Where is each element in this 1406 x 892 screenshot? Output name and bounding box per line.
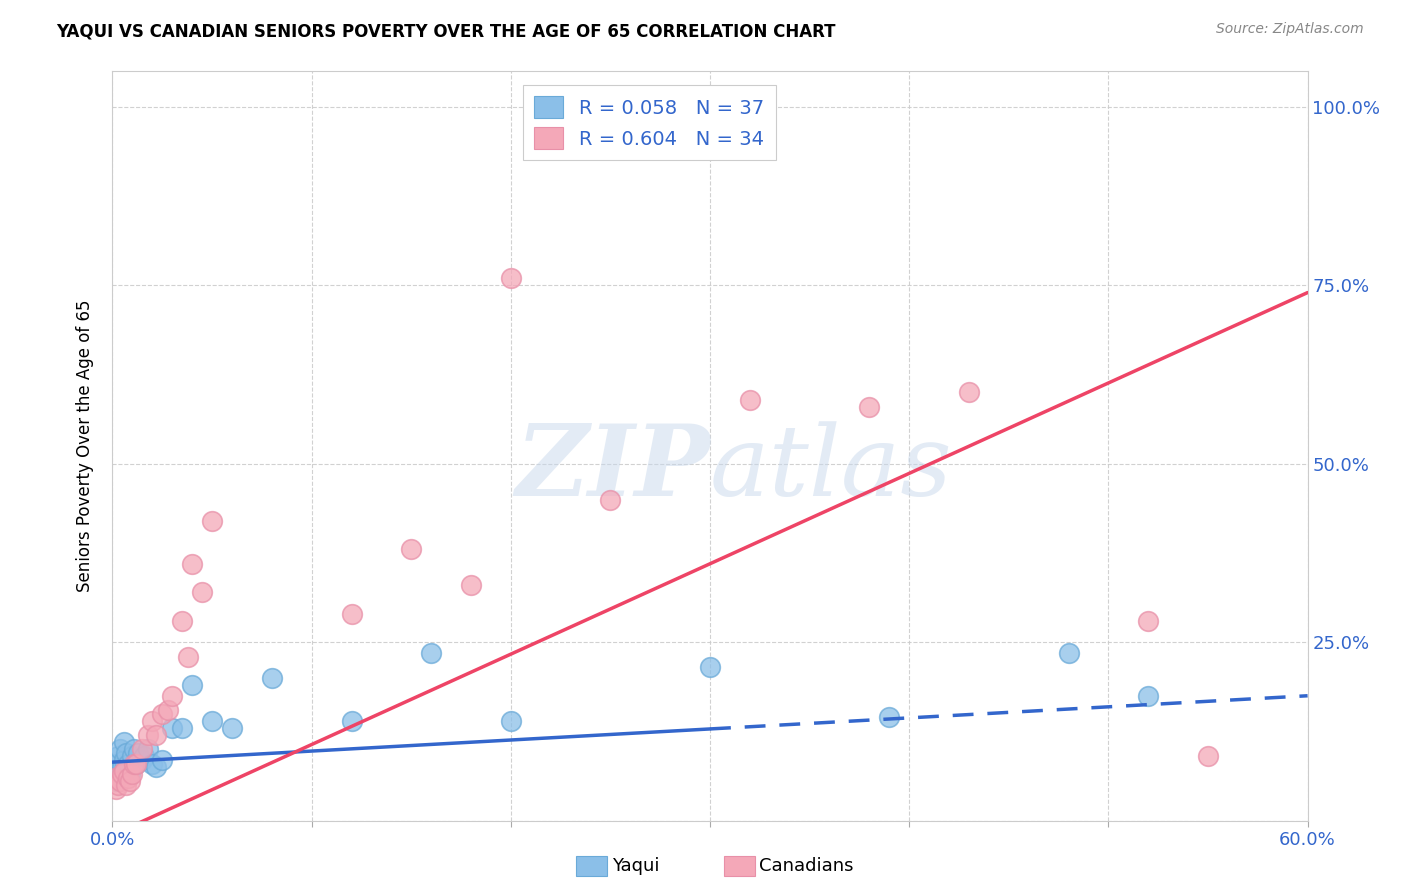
Point <box>125 756 148 771</box>
Point <box>340 607 363 621</box>
Point <box>121 767 143 781</box>
Point <box>141 756 163 771</box>
Point <box>858 400 880 414</box>
Point <box>107 778 129 792</box>
Point <box>138 728 160 742</box>
Point <box>157 703 180 717</box>
Point <box>1057 646 1080 660</box>
Point <box>499 271 522 285</box>
Point <box>124 742 146 756</box>
Point <box>103 771 125 785</box>
Point <box>201 714 224 728</box>
Point <box>191 585 214 599</box>
Point <box>105 781 128 796</box>
Point <box>738 392 761 407</box>
Point <box>879 710 901 724</box>
Point <box>105 756 128 771</box>
Y-axis label: Seniors Poverty Over the Age of 65: Seniors Poverty Over the Age of 65 <box>76 300 94 592</box>
Point <box>150 706 173 721</box>
Point <box>111 760 134 774</box>
Point <box>699 660 721 674</box>
Point <box>181 678 204 692</box>
Point <box>138 742 160 756</box>
Point <box>1137 614 1160 628</box>
Point <box>460 578 482 592</box>
Point <box>124 756 146 771</box>
Point <box>599 492 621 507</box>
Point <box>120 774 142 789</box>
Point <box>115 778 138 792</box>
Point <box>221 721 243 735</box>
Point <box>957 385 980 400</box>
Point <box>121 749 143 764</box>
Point <box>117 771 139 785</box>
Point <box>145 760 167 774</box>
Text: ZIP: ZIP <box>515 420 710 516</box>
Point <box>103 771 125 785</box>
Point <box>134 749 156 764</box>
Point <box>499 714 522 728</box>
Text: Source: ZipAtlas.com: Source: ZipAtlas.com <box>1216 22 1364 37</box>
Point <box>110 774 132 789</box>
Point <box>401 542 423 557</box>
Point <box>172 721 194 735</box>
Point <box>145 728 167 742</box>
Point <box>201 514 224 528</box>
Point <box>117 756 139 771</box>
Point <box>110 767 132 781</box>
Point <box>115 764 138 778</box>
Point <box>114 764 135 778</box>
Point <box>150 753 173 767</box>
Point <box>162 689 183 703</box>
Point <box>420 646 443 660</box>
Point <box>177 649 200 664</box>
Text: Yaqui: Yaqui <box>612 857 659 875</box>
Point <box>107 764 129 778</box>
Point <box>1197 749 1219 764</box>
Point <box>141 714 163 728</box>
Point <box>127 746 149 760</box>
Point <box>107 749 129 764</box>
Text: atlas: atlas <box>710 421 953 516</box>
Point <box>340 714 363 728</box>
Point <box>114 753 135 767</box>
Text: YAQUI VS CANADIAN SENIORS POVERTY OVER THE AGE OF 65 CORRELATION CHART: YAQUI VS CANADIAN SENIORS POVERTY OVER T… <box>56 22 835 40</box>
Point <box>115 746 138 760</box>
Point <box>114 735 135 749</box>
Point <box>110 742 132 756</box>
Point <box>260 671 283 685</box>
Point <box>131 753 153 767</box>
Point <box>105 774 128 789</box>
Point <box>131 742 153 756</box>
Point <box>120 767 142 781</box>
Point <box>172 614 194 628</box>
Point <box>1137 689 1160 703</box>
Point <box>125 756 148 771</box>
Text: Canadians: Canadians <box>759 857 853 875</box>
Point <box>162 721 183 735</box>
Legend: R = 0.058   N = 37, R = 0.604   N = 34: R = 0.058 N = 37, R = 0.604 N = 34 <box>523 85 776 161</box>
Point <box>111 767 134 781</box>
Point <box>181 557 204 571</box>
